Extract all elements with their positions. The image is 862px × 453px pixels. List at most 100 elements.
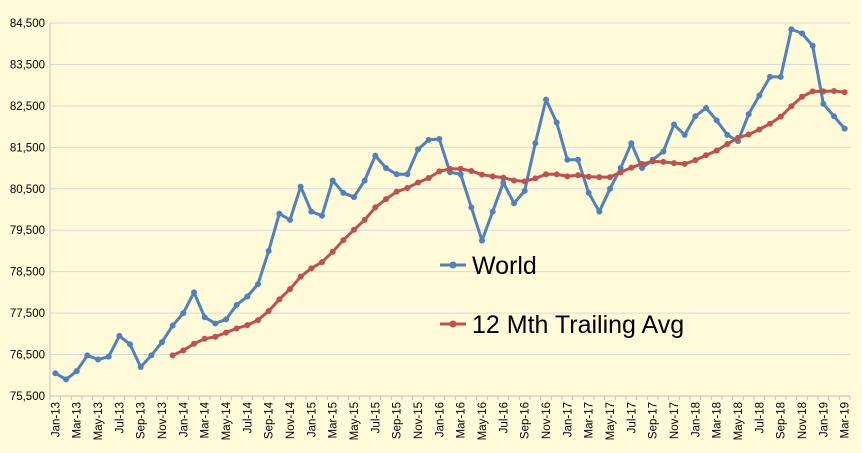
data-point-world (713, 117, 720, 124)
data-point-world (703, 104, 709, 111)
data-point-12-mth-trailing-avg (831, 87, 837, 94)
data-point-12-mth-trailing-avg (276, 296, 283, 303)
data-point-12-mth-trailing-avg (575, 172, 581, 179)
x-tick-label: Mar-13 (72, 402, 84, 438)
data-point-12-mth-trailing-avg (607, 174, 613, 181)
data-point-12-mth-trailing-avg (564, 173, 571, 180)
legend-entry-world: World (440, 252, 537, 280)
data-point-world (63, 376, 69, 383)
data-point-world (660, 148, 667, 155)
x-tick-label: Mar-15 (328, 402, 340, 438)
data-point-world (788, 26, 795, 33)
data-point-world (809, 42, 816, 49)
data-point-world (340, 189, 347, 196)
x-tick-label: Sep-13 (136, 402, 148, 439)
data-point-world (169, 322, 176, 329)
data-point-world (628, 140, 635, 147)
data-point-world (148, 352, 155, 359)
data-point-12-mth-trailing-avg (777, 113, 784, 120)
y-tick-label: 75,500 (10, 391, 45, 403)
data-point-world (607, 185, 613, 192)
data-point-12-mth-trailing-avg (681, 160, 688, 167)
data-point-world (671, 121, 677, 128)
data-point-12-mth-trailing-avg (287, 286, 293, 293)
x-tick-label: May-15 (349, 402, 361, 440)
x-tick-label: Jul-16 (498, 402, 510, 433)
data-point-world (767, 73, 773, 80)
data-point-12-mth-trailing-avg (233, 325, 240, 332)
data-point-12-mth-trailing-avg (383, 196, 389, 203)
x-tick-label: Nov-16 (541, 402, 553, 439)
data-point-12-mth-trailing-avg (255, 317, 261, 324)
data-point-world (191, 289, 197, 296)
data-point-world (116, 332, 123, 339)
x-tick-label: Jan-18 (690, 402, 702, 437)
data-point-12-mth-trailing-avg (820, 88, 827, 95)
data-point-world (596, 208, 603, 215)
data-point-world (297, 183, 304, 190)
data-point-world (159, 339, 165, 346)
x-axis: Jan-13 Mar-13 May-13 Jul-13 Sep-13 Nov-13 Jan-… (49, 395, 852, 440)
data-point-world (521, 187, 528, 194)
x-tick-label: Jan-13 (50, 402, 62, 437)
data-point-world (201, 314, 208, 321)
data-point-12-mth-trailing-avg (639, 160, 645, 167)
data-point-12-mth-trailing-avg (340, 237, 347, 244)
y-tick-label: 76,500 (10, 350, 45, 362)
data-point-12-mth-trailing-avg (372, 204, 379, 211)
x-tick-label: Jan-16 (434, 402, 446, 437)
y-tick-label: 77,500 (10, 308, 45, 320)
data-point-12-mth-trailing-avg (489, 173, 496, 180)
legend-world-label: World (472, 252, 537, 280)
data-point-12-mth-trailing-avg (425, 175, 432, 182)
data-point-world (351, 194, 357, 201)
data-point-12-mth-trailing-avg (201, 335, 208, 342)
x-tick-label: Jul-17 (626, 402, 638, 433)
data-point-world (265, 247, 272, 254)
data-point-world (393, 171, 400, 178)
data-point-12-mth-trailing-avg (319, 259, 325, 266)
data-point-world (479, 237, 485, 244)
data-point-world (511, 200, 517, 207)
data-point-12-mth-trailing-avg (628, 164, 635, 171)
data-point-world (468, 204, 475, 211)
data-point-world (777, 73, 784, 80)
data-point-world (425, 136, 432, 143)
y-tick-label: 83,500 (10, 59, 45, 71)
x-tick-label: Mar-14 (200, 401, 212, 438)
data-point-12-mth-trailing-avg (351, 226, 357, 233)
data-point-world (575, 156, 581, 163)
data-point-world (383, 165, 389, 172)
x-tick-label: Mar-19 (840, 402, 852, 438)
data-point-12-mth-trailing-avg (361, 216, 368, 223)
data-point-world (457, 171, 464, 178)
data-point-12-mth-trailing-avg (244, 322, 251, 329)
data-point-world (287, 216, 293, 223)
data-point-12-mth-trailing-avg (532, 175, 539, 182)
data-point-world (73, 368, 80, 375)
x-tick-label: Jan-14 (178, 401, 190, 437)
x-tick-label: Jan-15 (306, 402, 318, 437)
y-tick-label: 79,500 (10, 225, 45, 237)
x-tick-label: Nov-17 (669, 402, 681, 439)
x-tick-label: Sep-18 (776, 402, 788, 439)
data-point-12-mth-trailing-avg (841, 89, 848, 96)
x-tick-label: Sep-15 (392, 402, 404, 439)
legend-entry-trailing-avg: 12 Mth Trailing Avg (440, 311, 684, 339)
data-point-12-mth-trailing-avg (308, 265, 315, 272)
x-tick-label: May-14 (221, 401, 233, 440)
y-tick-label: 80,500 (10, 184, 45, 196)
data-point-12-mth-trailing-avg (468, 167, 475, 174)
data-point-world (639, 165, 645, 172)
data-point-world (404, 171, 411, 178)
x-tick-label: Jan-17 (562, 402, 574, 437)
x-tick-label: Nov-15 (413, 402, 425, 439)
data-point-world (436, 136, 443, 143)
data-point-world (319, 212, 325, 219)
data-point-12-mth-trailing-avg (692, 157, 699, 164)
data-point-world (500, 179, 507, 186)
y-tick-label: 84,500 (10, 18, 45, 30)
data-point-12-mth-trailing-avg (713, 147, 720, 154)
data-point-world (820, 100, 827, 107)
data-point-world (180, 310, 187, 317)
